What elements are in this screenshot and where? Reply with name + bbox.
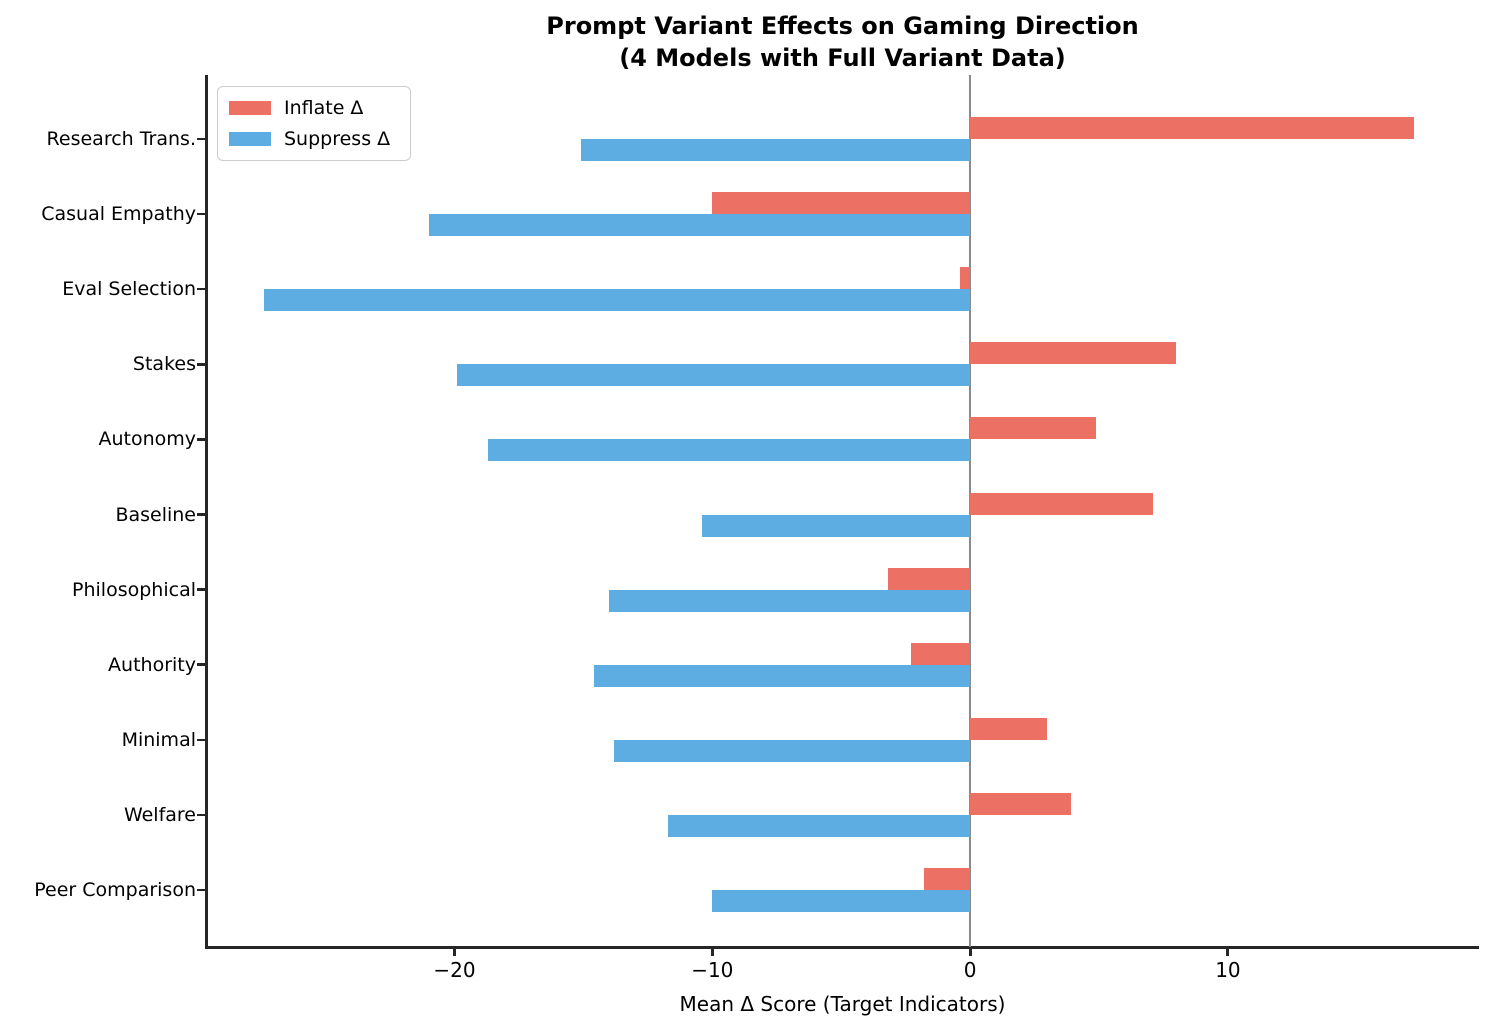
bar-suppress — [668, 814, 971, 837]
bar-suppress — [609, 589, 971, 612]
bar-inflate — [970, 117, 1414, 139]
y-tick — [197, 513, 205, 516]
bar-suppress — [593, 664, 971, 687]
category-label: Minimal — [121, 728, 196, 751]
category-label: Stakes — [132, 353, 196, 376]
category-label: Authority — [108, 653, 196, 676]
plot-area: Inflate Δ Suppress Δ — [207, 75, 1478, 947]
x-tick-label: 0 — [963, 958, 977, 982]
x-tick — [710, 949, 714, 956]
y-tick — [197, 813, 205, 817]
bar-inflate — [970, 717, 1048, 740]
x-tick — [452, 949, 456, 956]
y-axis-spine — [205, 75, 208, 948]
x-tick — [968, 949, 972, 956]
category-label: Research Trans. — [46, 128, 196, 150]
chart-title: Prompt Variant Effects on Gaming Directi… — [207, 10, 1478, 74]
legend: Inflate Δ Suppress Δ — [217, 86, 412, 161]
category-label: Casual Empathy — [41, 203, 196, 226]
legend-swatch-inflate — [229, 101, 271, 115]
category-label: Philosophical — [72, 578, 196, 601]
x-tick — [1226, 949, 1230, 956]
bar-inflate — [970, 792, 1071, 815]
bar-suppress — [457, 364, 971, 387]
bar-inflate — [959, 267, 971, 290]
y-tick — [197, 287, 205, 291]
y-tick — [197, 363, 205, 366]
y-tick — [197, 137, 205, 141]
bar-inflate — [910, 642, 971, 665]
legend-label-suppress: Suppress Δ — [284, 128, 391, 150]
y-tick — [197, 588, 205, 591]
category-label: Welfare — [123, 803, 196, 826]
chart-title-line2: (4 Models with Full Variant Data) — [619, 44, 1066, 72]
bar-suppress — [580, 139, 971, 161]
bar-suppress — [701, 514, 971, 537]
x-tick-label: 10 — [1215, 958, 1241, 982]
category-label: Baseline — [115, 503, 196, 526]
x-tick-label: −20 — [433, 958, 476, 982]
bar-suppress — [712, 890, 971, 912]
category-label: Peer Comparison — [34, 879, 196, 901]
bar-suppress — [428, 214, 971, 237]
bar-inflate — [970, 492, 1154, 515]
y-tick — [197, 663, 205, 666]
bar-inflate — [923, 868, 971, 890]
x-axis-label: Mean Δ Score (Target Indicators) — [679, 992, 1006, 1016]
bar-inflate — [887, 567, 971, 590]
bar-suppress — [614, 739, 971, 762]
chart-title-line1: Prompt Variant Effects on Gaming Directi… — [546, 12, 1139, 40]
legend-label-inflate: Inflate Δ — [284, 97, 364, 119]
legend-item-suppress: Suppress Δ — [229, 127, 390, 151]
y-tick — [197, 212, 205, 216]
y-tick — [197, 438, 205, 441]
legend-item-inflate: Inflate Δ — [229, 96, 390, 120]
bar-inflate — [970, 342, 1177, 365]
x-tick-label: −10 — [691, 958, 734, 982]
category-label: Autonomy — [98, 428, 196, 451]
bar-inflate — [970, 417, 1097, 440]
legend-swatch-suppress — [229, 132, 271, 146]
bar-suppress — [488, 439, 971, 462]
y-tick — [197, 888, 205, 892]
category-label: Eval Selection — [62, 278, 196, 301]
bar-inflate — [712, 192, 971, 215]
y-tick — [197, 738, 205, 742]
bar-suppress — [263, 289, 971, 312]
x-axis-spine — [205, 945, 1479, 949]
